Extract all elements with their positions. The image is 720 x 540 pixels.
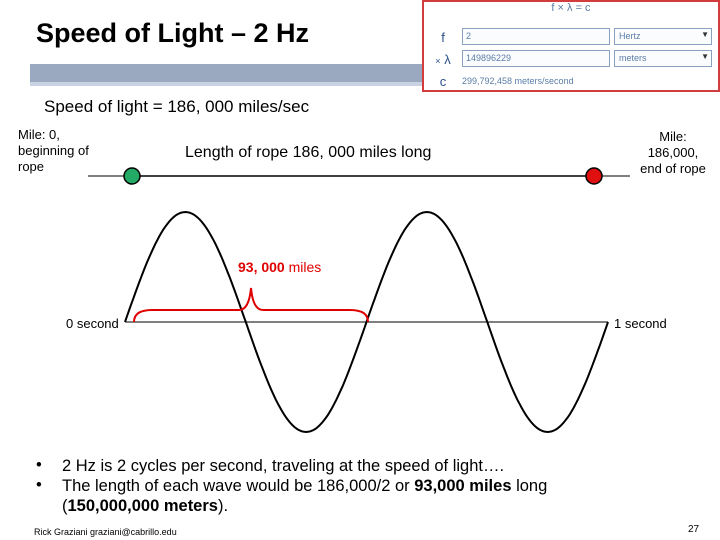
start-label-line: beginning of [18,143,89,158]
end-label-line: Mile: [659,129,687,144]
title-underline-bar [30,64,430,82]
wavelength-symbol: × λ [430,52,456,67]
bullet-dot: • [36,476,42,494]
start-label-line: rope [18,159,45,174]
slide-title: Speed of Light – 2 Hz [36,18,310,48]
sine-wave [124,210,609,434]
end-label-line: 186,000, [647,145,699,160]
frequency-unit-label: Hertz [619,31,641,41]
multiply-sign: × [435,56,441,66]
bullet-item: • The length of each wave would be 186,0… [36,476,716,516]
end-label: Mile: 186,000, end of rope [628,129,718,177]
chevron-down-icon: ▼ [701,52,709,61]
end-marker [585,167,603,185]
wavelength-row: × λ 149896229 meters ▼ [430,48,712,70]
wavelength-calculator: f × λ = c f 2 Hertz ▼ × λ 149896229 mete… [422,0,720,92]
end-label-line: end of rope [640,161,706,176]
bullet-text: 2 Hz is 2 cycles per second, traveling a… [62,457,505,475]
bullet-text: ( [62,497,68,515]
bullet-text: long [511,477,548,495]
start-label: Mile: 0, beginning of rope [18,127,128,175]
start-marker [123,167,141,185]
footer-credit: Rick Graziani graziani@cabrillo.edu [34,527,177,537]
frequency-row: f 2 Hertz ▼ [430,26,712,48]
bullet-bold: 150,000,000 meters [67,497,218,515]
bullet-text: The length of each wave would be 186,000… [62,477,415,495]
bullet-bold: 93,000 miles [414,477,512,495]
bullet-dot: • [36,456,42,474]
bullet-item: • 2 Hz is 2 cycles per second, traveling… [36,456,716,476]
half-wave-brace [133,287,369,323]
subtitle: Speed of light = 186, 000 miles/sec [44,97,310,116]
bullet-text: ). [217,497,229,515]
frequency-symbol: f [441,30,445,45]
one-second-label: 1 second [614,316,667,331]
zero-second-label: 0 second [66,316,119,331]
wavelength-input[interactable]: 149896229 [462,50,610,67]
frequency-input[interactable]: 2 [462,28,610,45]
rope-length-label: Length of rope 186, 000 miles long [185,144,432,161]
page-number: 27 [688,524,700,535]
speed-symbol: c [439,74,447,89]
chevron-down-icon: ▼ [701,30,709,39]
start-label-line: Mile: 0, [18,127,60,142]
half-distance-unit: miles [284,259,322,275]
lambda-symbol: λ [444,52,451,67]
half-distance-label: 93, 000 miles [238,259,321,275]
bullet-list: • 2 Hz is 2 cycles per second, traveling… [36,456,716,516]
speed-row: c 299,792,458 meters/second [430,70,712,92]
half-distance-number: 93, 000 [238,259,285,275]
speed-result: 299,792,458 meters/second [462,76,574,86]
calculator-formula: f × λ = c [551,2,591,14]
wavelength-unit-label: meters [619,53,647,63]
frequency-unit-select[interactable]: Hertz ▼ [614,28,712,45]
title-underline-shadow [30,82,430,86]
wavelength-unit-select[interactable]: meters ▼ [614,50,712,67]
